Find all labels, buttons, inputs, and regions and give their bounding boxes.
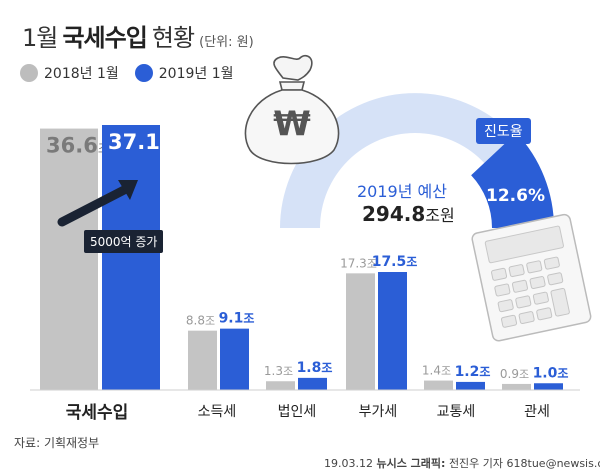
bar-2019-5 [534,383,563,390]
title-prefix: 1월 [22,24,58,52]
value-label-2018-3: 17.3조 [340,256,377,270]
progress-title-badge: 진도율 [476,118,531,144]
legend-label-2018: 2018년 1월 [44,66,119,82]
budget-amount-unit: 조원 [425,206,455,225]
credit-date: 19.03.12 [324,457,373,470]
category-label-vat: 부가세 [358,404,398,420]
money-bag-icon: ₩ [244,54,340,165]
category-label-customs: 관세 [524,404,550,420]
bar-2019-3 [378,272,407,390]
increase-arrow [57,180,138,227]
source-note: 자료: 기획재정부 [14,436,100,450]
value-label-2019-3: 17.5조 [372,254,418,270]
budget-label: 2019년 예산 [357,182,447,201]
value-label-2019-4: 1.2조 [455,364,491,380]
bar-2018-5 [502,383,531,390]
bar-2019-1 [220,328,249,390]
legend-swatch-2018 [20,64,38,82]
won-symbol: ₩ [273,104,311,144]
increase-annotation: 5000억 증가 [84,230,164,253]
value-label-2018-0: 36.6조 [46,134,109,158]
value-label-2018-2: 1.3조 [264,364,293,378]
credit-org: 뉴시스 그래픽: [376,457,446,470]
title-main: 국세수입 [62,24,147,52]
bar-2019-4 [456,381,485,390]
page-title: 1월 국세수입 현황 (단위: 원) [22,18,254,53]
bar-2018-4 [424,380,453,390]
progress-arc-fill [471,132,554,228]
category-label-corporate: 법인세 [277,404,317,420]
value-label-2018-4: 1.4조 [422,364,451,378]
bar-2018-1 [188,330,217,390]
bar-2018-2 [266,381,295,390]
title-suffix: 현황 [151,24,195,52]
value-label-2019-5: 1.0조 [533,365,569,381]
value-label-2019-2: 1.8조 [297,360,333,376]
category-label-total: 국세수입 [65,403,129,423]
budget-amount-number: 294.8 [362,202,426,226]
progress-value: 12.6% [486,186,545,206]
bar-2018-3 [346,273,375,390]
bar-2018-0 [40,128,98,391]
value-label-2019-0: 37.1조 [108,130,171,154]
category-label-transport: 교통세 [436,404,476,420]
bar-2019-2 [298,377,327,390]
legend: 2018년 1월 2019년 1월 [20,63,234,83]
legend-swatch-2019 [134,64,153,82]
legend-label-2019: 2019년 1월 [158,66,234,82]
bar-2019-0 [102,125,160,390]
value-label-2019-1: 9.1조 [219,311,255,327]
budget-amount: 294.8조원 [362,202,455,226]
credit-author: 전진우 기자 618tue@newsis.com [448,457,600,470]
calculator-icon [471,213,592,342]
value-label-2018-5: 0.9조 [500,367,529,381]
category-label-income: 소득세 [197,404,237,420]
unit-label: (단위: 원) [199,35,254,50]
value-label-2018-1: 8.8조 [186,314,215,328]
credit-line: 19.03.12 뉴시스 그래픽: 전진우 기자 618tue@newsis.c… [324,455,600,471]
